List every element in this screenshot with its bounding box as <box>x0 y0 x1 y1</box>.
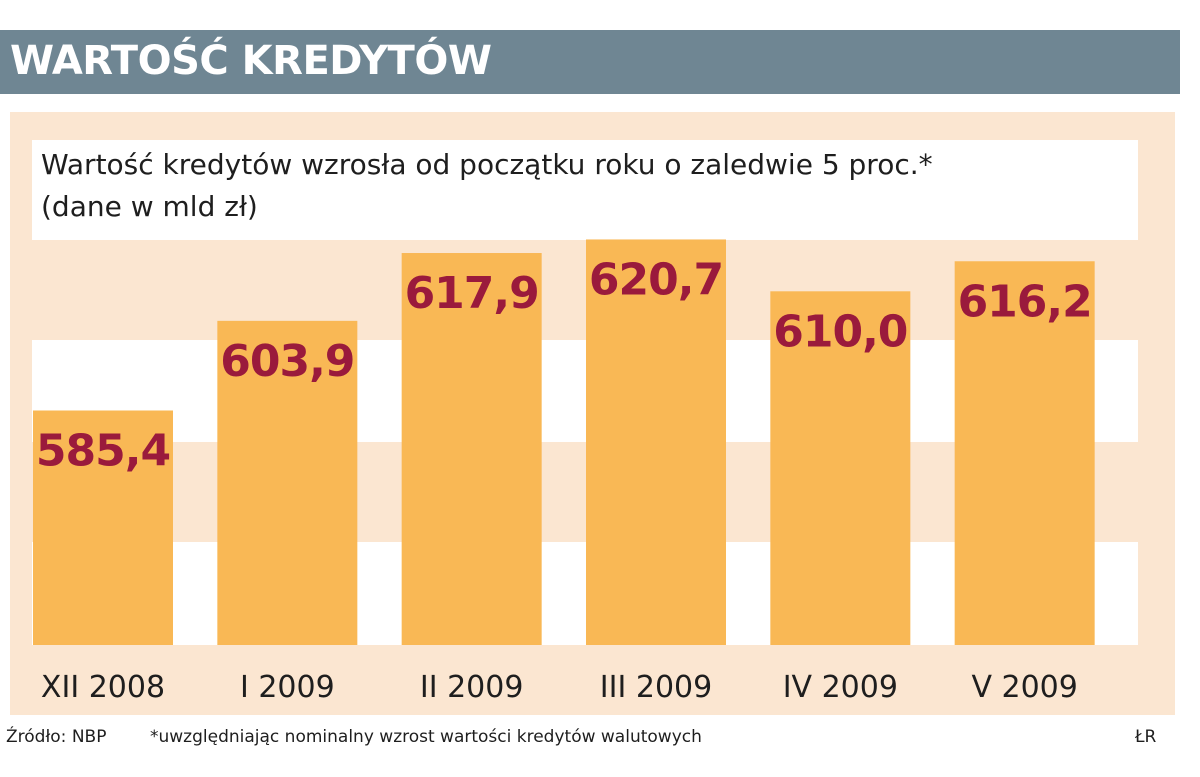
bar-1 <box>33 410 173 645</box>
footer-author: ŁR <box>1135 727 1157 747</box>
footer-source: Źródło: NBP <box>6 727 107 747</box>
bar-4 <box>586 239 726 646</box>
chart-title: WARTOŚĆ KREDYTÓW <box>10 38 492 84</box>
bar-5 <box>770 291 911 645</box>
category-label-1: XII 2008 <box>41 670 165 705</box>
category-label-4: III 2009 <box>600 670 712 705</box>
bar-value-label-6: 616,2 <box>958 276 1092 327</box>
category-label-3: II 2009 <box>420 670 524 705</box>
subtitle-box <box>32 140 1138 240</box>
subtitle-line-1: Wartość kredytów wzrosła od początku rok… <box>41 148 933 181</box>
bar-value-label-5: 610,0 <box>773 306 907 357</box>
subtitle-line-2: (dane w mld zł) <box>41 190 258 223</box>
bar-value-label-3: 617,9 <box>405 268 539 319</box>
bar-2 <box>217 320 358 645</box>
bar-value-label-1: 585,4 <box>36 425 170 476</box>
bar-3 <box>401 253 542 645</box>
footer-note: *uwzględniając nominalny wzrost wartości… <box>150 727 702 747</box>
header-bar <box>0 30 1180 94</box>
category-label-2: I 2009 <box>240 670 335 705</box>
bar-value-label-2: 603,9 <box>220 336 354 387</box>
category-label-5: IV 2009 <box>783 670 898 705</box>
bar-value-label-4: 620,7 <box>589 254 723 305</box>
grid-band-2 <box>32 542 1138 645</box>
category-label-6: V 2009 <box>971 670 1077 705</box>
bar-6 <box>954 261 1095 645</box>
grid-band-1 <box>32 340 1138 442</box>
